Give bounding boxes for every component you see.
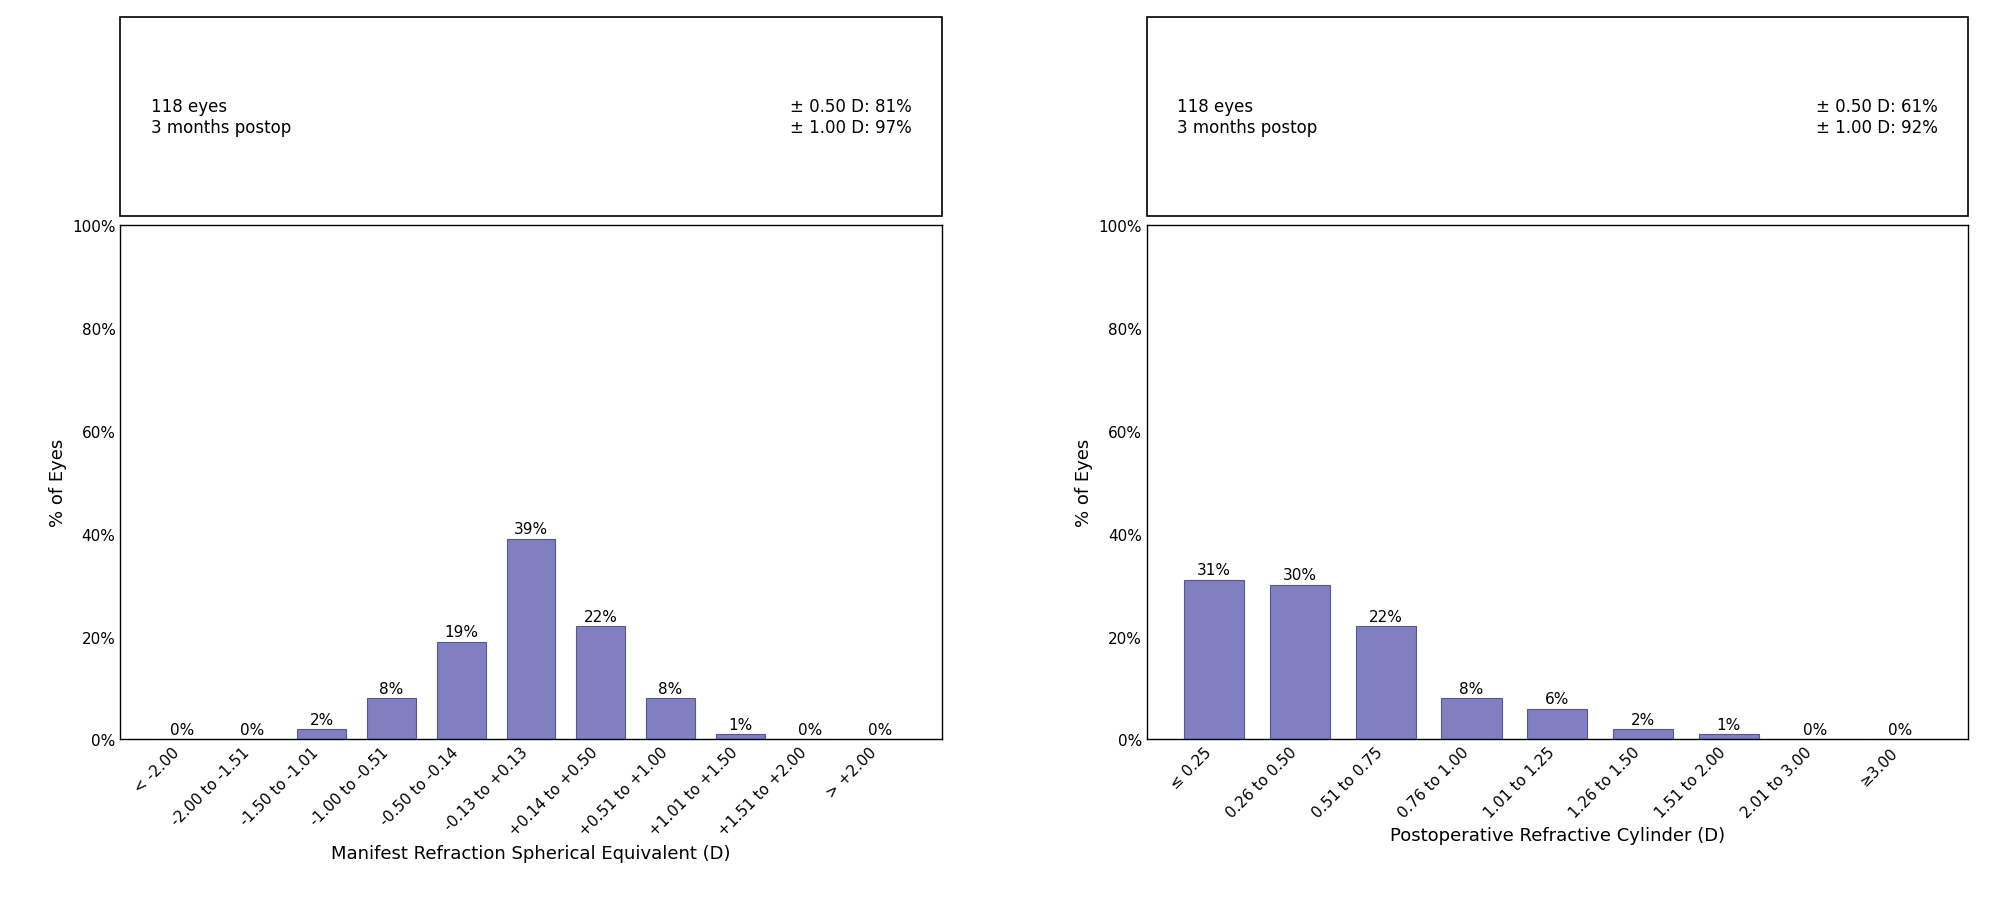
Text: 8%: 8% bbox=[658, 681, 682, 696]
Bar bbox=[646, 698, 694, 740]
Text: 2%: 2% bbox=[1630, 712, 1654, 727]
Bar bbox=[1441, 698, 1501, 740]
Bar bbox=[576, 627, 624, 740]
X-axis label: Postoperative Refractive Cylinder (D): Postoperative Refractive Cylinder (D) bbox=[1389, 826, 1724, 844]
Text: 31%: 31% bbox=[1196, 563, 1230, 577]
X-axis label: Manifest Refraction Spherical Equivalent (D): Manifest Refraction Spherical Equivalent… bbox=[331, 844, 731, 862]
Bar bbox=[1612, 730, 1672, 740]
Text: 0%: 0% bbox=[797, 723, 821, 737]
Text: 19%: 19% bbox=[444, 624, 478, 640]
Text: 0%: 0% bbox=[239, 723, 265, 737]
Bar bbox=[297, 730, 345, 740]
Text: 118 eyes
3 months postop: 118 eyes 3 months postop bbox=[151, 98, 291, 136]
Bar bbox=[438, 642, 486, 740]
Bar bbox=[367, 698, 415, 740]
Y-axis label: % of Eyes: % of Eyes bbox=[1074, 438, 1092, 527]
Bar bbox=[716, 734, 765, 740]
Text: 39%: 39% bbox=[514, 521, 548, 537]
Text: 0%: 0% bbox=[867, 723, 891, 737]
Text: ± 0.50 D: 61%
± 1.00 D: 92%: ± 0.50 D: 61% ± 1.00 D: 92% bbox=[1814, 98, 1937, 136]
Text: 0%: 0% bbox=[1802, 723, 1826, 737]
Y-axis label: % of Eyes: % of Eyes bbox=[48, 438, 66, 527]
Bar bbox=[1184, 580, 1244, 740]
Text: 118 eyes
3 months postop: 118 eyes 3 months postop bbox=[1176, 98, 1317, 136]
Text: 6%: 6% bbox=[1543, 691, 1569, 706]
Bar bbox=[1268, 585, 1329, 740]
Text: 22%: 22% bbox=[584, 609, 618, 624]
Text: 22%: 22% bbox=[1369, 609, 1403, 624]
Text: 8%: 8% bbox=[1459, 681, 1483, 696]
Bar bbox=[1698, 734, 1758, 740]
Text: 0%: 0% bbox=[1887, 723, 1911, 737]
Text: ± 0.50 D: 81%
± 1.00 D: 97%: ± 0.50 D: 81% ± 1.00 D: 97% bbox=[789, 98, 911, 136]
Text: 2%: 2% bbox=[309, 712, 333, 727]
Bar bbox=[1527, 709, 1588, 740]
Text: 1%: 1% bbox=[729, 717, 753, 732]
Text: 1%: 1% bbox=[1716, 717, 1740, 732]
Bar bbox=[506, 539, 556, 740]
Text: 30%: 30% bbox=[1282, 568, 1317, 583]
Text: 0%: 0% bbox=[171, 723, 195, 737]
Bar bbox=[1355, 627, 1415, 740]
Text: 8%: 8% bbox=[379, 681, 403, 696]
